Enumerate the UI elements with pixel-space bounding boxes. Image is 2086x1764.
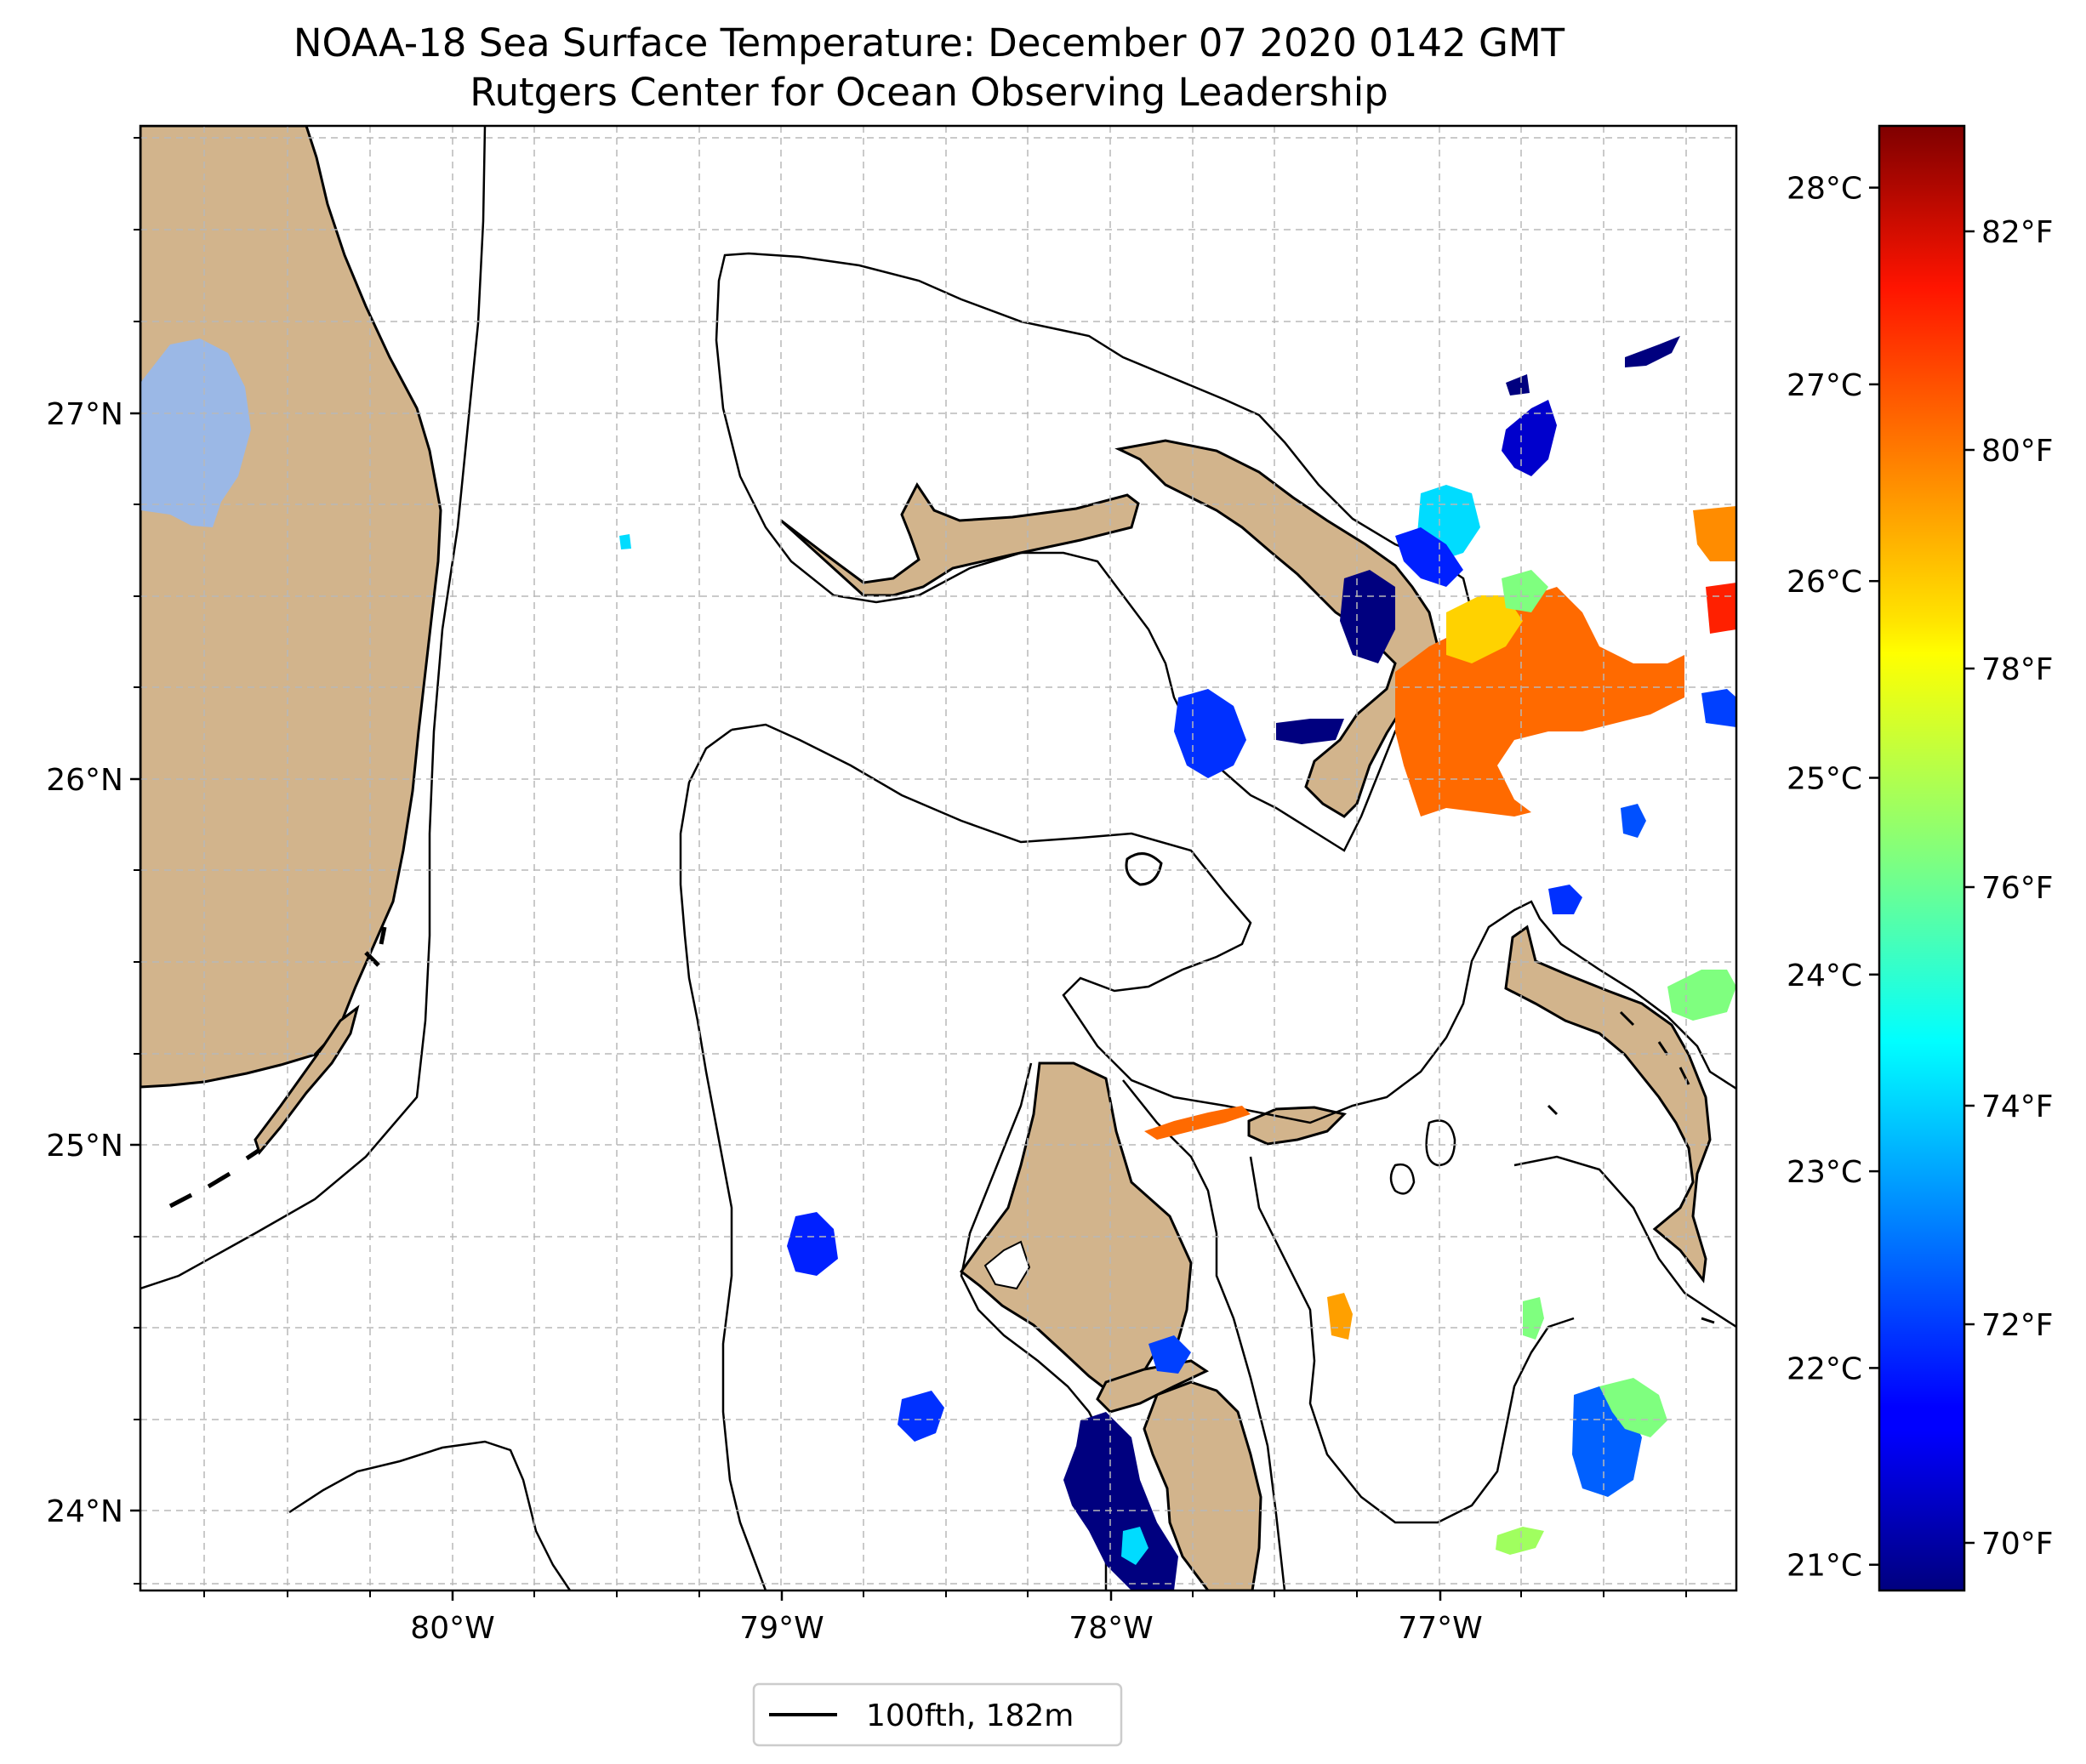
sst-patch-navy-abaco-west — [1340, 570, 1395, 663]
legend: 100fth, 182m — [752, 1682, 1123, 1747]
sst-patch-green-east-bank — [1523, 1297, 1544, 1340]
sst-patch-blue-mid-2 — [1621, 804, 1646, 838]
isobath-southwest-bank — [288, 1440, 572, 1590]
florida-keys — [254, 1004, 360, 1156]
lon-tick-label: 77°W — [1398, 1611, 1482, 1646]
andros-south — [1143, 1380, 1262, 1590]
colorbar-fahrenheit-ticks: 82°F 80°F 78°F 76°F 74°F 72°F 70°F — [1964, 215, 2054, 1562]
sst-patch-blue-mid — [1548, 885, 1582, 914]
latitude-ticks: 27°N 26°N 25°N 24°N — [46, 397, 140, 1529]
fahrenheit-tick-label: 76°F — [1981, 871, 2054, 906]
lon-tick-label: 78°W — [1069, 1611, 1153, 1646]
lake-okeechobee — [140, 339, 251, 527]
fahrenheit-tick-label: 74°F — [1981, 1090, 2054, 1124]
celsius-tick-label: 26°C — [1787, 565, 1862, 600]
sst-patch-green-far-south — [1496, 1527, 1544, 1555]
fahrenheit-tick-label: 78°F — [1981, 652, 2054, 687]
sst-patch-yellow-abaco — [1446, 595, 1523, 663]
celsius-tick-label: 22°C — [1787, 1351, 1862, 1386]
chart-subtitle: Rutgers Center for Ocean Observing Leade… — [470, 70, 1388, 115]
lat-tick-label: 25°N — [46, 1129, 123, 1164]
map-area: 27°N 26°N 25°N 24°N 80°W 79°W 78°W 77°W — [46, 124, 1738, 1646]
sst-patch-red-east — [1706, 583, 1736, 634]
sst-patch-navy-north-3 — [1506, 374, 1530, 395]
sst-patch-navy-north-2 — [1502, 400, 1557, 476]
eleuthera-cays — [1547, 1010, 1715, 1324]
sst-patch-green-exuma — [1599, 1378, 1667, 1437]
celsius-tick-label: 25°C — [1787, 762, 1862, 797]
sst-patch-navy-andros-south — [1063, 1412, 1178, 1590]
new-providence-island — [1247, 1106, 1347, 1146]
isobath-great-bahama-bank — [731, 723, 1736, 1124]
isobath-tongue-of-ocean — [1249, 1156, 1575, 1524]
sst-patch-blue-straits — [787, 1212, 838, 1276]
sst-patch-green-abaco — [1502, 570, 1548, 612]
florida-keys-islets — [168, 926, 387, 1209]
sst-patch-green-eleuthera — [1667, 970, 1736, 1021]
fahrenheit-tick-label: 80°F — [1981, 434, 2054, 469]
abaco-island — [1114, 439, 1439, 818]
andros-interior-water — [983, 1240, 1031, 1290]
gridlines — [140, 126, 1736, 1590]
isobath-little-bahama-bank — [715, 252, 1473, 852]
sst-patch-orange-east — [1693, 506, 1736, 561]
grand-bahama-island — [779, 482, 1140, 597]
celsius-tick-label: 24°C — [1787, 959, 1862, 993]
map-frame — [139, 124, 1738, 1592]
colorbar: 28°C 27°C 26°C 25°C 24°C 23°C 22°C 21°C 82°F 80°… — [1787, 124, 2054, 1592]
longitude-ticks: 80°W 79°W 78°W 77°W — [410, 1590, 1483, 1646]
colorbar-frame — [1878, 124, 1966, 1592]
legend-box — [752, 1682, 1123, 1747]
sst-patch-blue-andros-east — [1148, 1335, 1191, 1374]
sst-patch-blue-south — [898, 1391, 944, 1442]
celsius-tick-label: 28°C — [1787, 172, 1862, 207]
celsius-tick-label: 27°C — [1787, 368, 1862, 403]
celsius-tick-label: 23°C — [1787, 1155, 1862, 1190]
sst-patch-blue-east — [1701, 689, 1736, 727]
sst-patch-navy-north — [1625, 336, 1680, 367]
isobath-small-bank-1 — [1425, 1119, 1456, 1167]
isobath-exuma-sound — [1513, 1155, 1736, 1329]
fahrenheit-tick-label: 70°F — [1981, 1527, 2054, 1562]
sst-patch-cyan-west — [619, 534, 631, 549]
berry-islands — [1125, 852, 1163, 886]
chart-title: NOAA-18 Sea Surface Temperature: Decembe… — [294, 20, 1565, 65]
lon-tick-label: 80°W — [410, 1611, 494, 1646]
lon-tick-label: 79°W — [739, 1611, 824, 1646]
map-contents — [140, 126, 1736, 1590]
fahrenheit-tick-label: 82°F — [1981, 215, 2054, 250]
legend-label: 100fth, 182m — [866, 1699, 1074, 1733]
lat-tick-label: 24°N — [46, 1494, 123, 1529]
minor-ticks — [134, 137, 1687, 1597]
lat-tick-label: 26°N — [46, 763, 123, 798]
colorbar-gradient — [1879, 126, 1964, 1590]
ocean-background — [140, 126, 1736, 1590]
isobath-florida-straits-west — [679, 728, 767, 1590]
sst-patch-cyan-andros-south — [1121, 1527, 1148, 1565]
sst-patch-navy-grandbahama — [1276, 719, 1344, 744]
sst-patch-orange-nassau — [1144, 1106, 1251, 1140]
fahrenheit-tick-label: 72°F — [1981, 1308, 2054, 1343]
celsius-tick-label: 21°C — [1787, 1549, 1862, 1584]
colorbar-celsius-ticks: 28°C 27°C 26°C 25°C 24°C 23°C 22°C 21°C — [1787, 172, 1879, 1584]
sst-patch-blue-abaco — [1395, 527, 1463, 587]
isobath-florida-edge — [140, 126, 487, 1290]
lat-tick-label: 27°N — [46, 397, 123, 432]
eleuthera-island — [1504, 925, 1712, 1283]
isobath-small-bank-2 — [1389, 1163, 1416, 1195]
